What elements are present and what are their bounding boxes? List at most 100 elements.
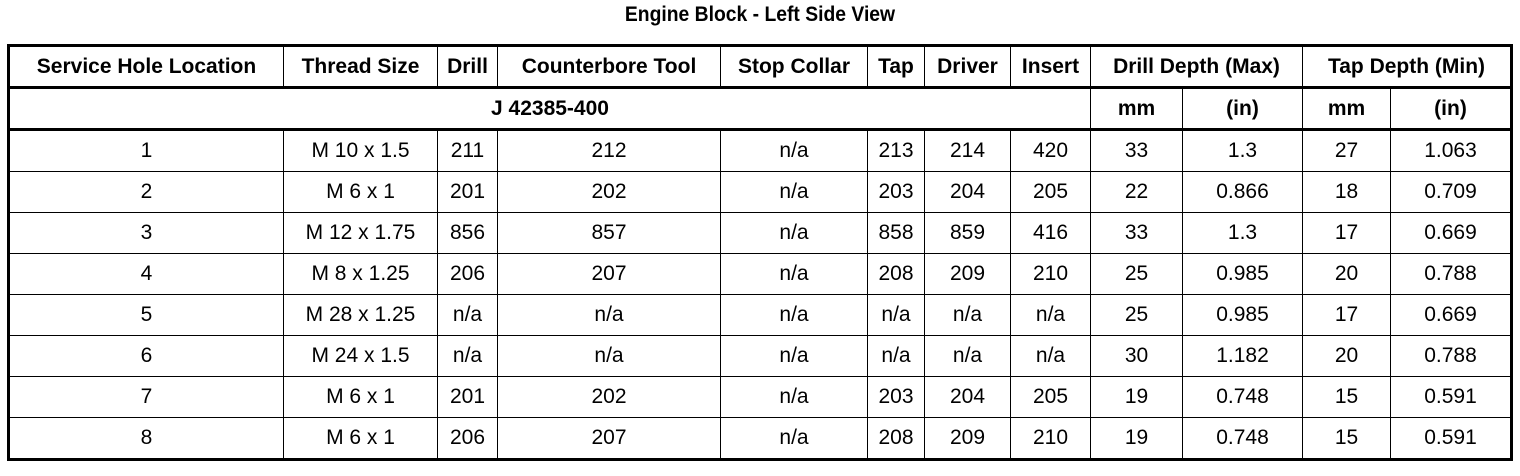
table-cell: 15 (1302, 376, 1391, 418)
table-cell: 201 (437, 171, 498, 213)
table-cell: 206 (437, 417, 498, 460)
table-cell: 1.3 (1182, 129, 1303, 172)
table-cell: 1.3 (1182, 212, 1303, 254)
table-cell: 0.985 (1182, 294, 1303, 336)
table-cell: 20 (1302, 253, 1391, 295)
table-cell: 206 (437, 253, 498, 295)
table-cell: 203 (867, 376, 925, 418)
table-cell: 0.748 (1182, 417, 1303, 460)
col-header: Tap (867, 45, 925, 89)
table-cell: 212 (497, 129, 721, 172)
table-cell: n/a (924, 294, 1011, 336)
table-cell: 202 (497, 171, 721, 213)
table-cell: n/a (720, 376, 868, 418)
col-header: Stop Collar (720, 45, 868, 89)
table-cell: 0.669 (1390, 294, 1512, 336)
table-cell: n/a (1010, 335, 1091, 377)
col-header: Drill Depth (Max) (1090, 45, 1303, 89)
unit-label: mm (1302, 87, 1391, 131)
table-cell: 210 (1010, 417, 1091, 460)
col-header: Drill (437, 45, 498, 89)
col-header: Thread Size (283, 45, 438, 89)
table-cell: n/a (437, 294, 498, 336)
table-cell: 210 (1010, 253, 1091, 295)
table-cell: 859 (924, 212, 1011, 254)
unit-label: mm (1090, 87, 1183, 131)
table-cell: 214 (924, 129, 1011, 172)
table-cell: n/a (720, 212, 868, 254)
table-cell: 1.182 (1182, 335, 1303, 377)
table-cell: 33 (1090, 129, 1183, 172)
table-cell: 7 (8, 376, 284, 418)
table-cell: M 10 x 1.5 (283, 129, 438, 172)
table-cell: M 6 x 1 (283, 376, 438, 418)
unit-label: (in) (1182, 87, 1303, 131)
table-cell: 17 (1302, 212, 1391, 254)
table-cell: 0.748 (1182, 376, 1303, 418)
table-cell: 2 (8, 171, 284, 213)
table-cell: 0.591 (1390, 376, 1512, 418)
table-cell: M 8 x 1.25 (283, 253, 438, 295)
table-cell: M 28 x 1.25 (283, 294, 438, 336)
table-cell: 207 (497, 417, 721, 460)
table-cell: 207 (497, 253, 721, 295)
table-cell: 211 (437, 129, 498, 172)
table-cell: 0.788 (1390, 253, 1512, 295)
table-cell: 202 (497, 376, 721, 418)
table-cell: 19 (1090, 376, 1183, 418)
table-cell: n/a (497, 294, 721, 336)
table-cell: 205 (1010, 376, 1091, 418)
service-hole-table: Service Hole Location Thread Size Drill … (7, 44, 1513, 461)
unit-label: (in) (1390, 87, 1512, 131)
table-cell: 1.063 (1390, 129, 1512, 172)
table-cell: 213 (867, 129, 925, 172)
table-cell: 204 (924, 376, 1011, 418)
table-cell: 33 (1090, 212, 1183, 254)
table-cell: M 12 x 1.75 (283, 212, 438, 254)
table-cell: 0.591 (1390, 417, 1512, 460)
table-cell: n/a (924, 335, 1011, 377)
table-cell: 856 (437, 212, 498, 254)
kit-number: J 42385-400 (8, 87, 1091, 131)
table-cell: 3 (8, 212, 284, 254)
table-cell: n/a (720, 171, 868, 213)
subheader-row: J 42385-400 mm (in) mm (in) (8, 87, 1512, 131)
table-cell: 15 (1302, 417, 1391, 460)
table-cell: 17 (1302, 294, 1391, 336)
table-cell: 22 (1090, 171, 1183, 213)
table-cell: 25 (1090, 253, 1183, 295)
table-cell: 208 (867, 253, 925, 295)
table-cell: 30 (1090, 335, 1183, 377)
table-cell: 416 (1010, 212, 1091, 254)
col-header: Tap Depth (Min) (1302, 45, 1512, 89)
col-header: Service Hole Location (8, 45, 284, 89)
table-cell: 209 (924, 417, 1011, 460)
table-cell: 858 (867, 212, 925, 254)
table-cell: M 6 x 1 (283, 171, 438, 213)
table-cell: n/a (1010, 294, 1091, 336)
table-cell: 6 (8, 335, 284, 377)
table-cell: n/a (497, 335, 721, 377)
table-cell: 27 (1302, 129, 1391, 172)
table-cell: 20 (1302, 335, 1391, 377)
table-cell: n/a (867, 294, 925, 336)
table-cell: n/a (720, 129, 868, 172)
header-row: Service Hole Location Thread Size Drill … (8, 45, 1512, 89)
table-cell: 204 (924, 171, 1011, 213)
table-cell: n/a (867, 335, 925, 377)
page-title: Engine Block - Left Side View (624, 3, 896, 26)
table-cell: 208 (867, 417, 925, 460)
col-header: Driver (924, 45, 1011, 89)
table-cell: n/a (720, 253, 868, 295)
table-cell: 0.709 (1390, 171, 1512, 213)
table-cell: 0.788 (1390, 335, 1512, 377)
table-cell: 19 (1090, 417, 1183, 460)
table-cell: 1 (8, 129, 284, 172)
table-cell: 5 (8, 294, 284, 336)
table-cell: 209 (924, 253, 1011, 295)
